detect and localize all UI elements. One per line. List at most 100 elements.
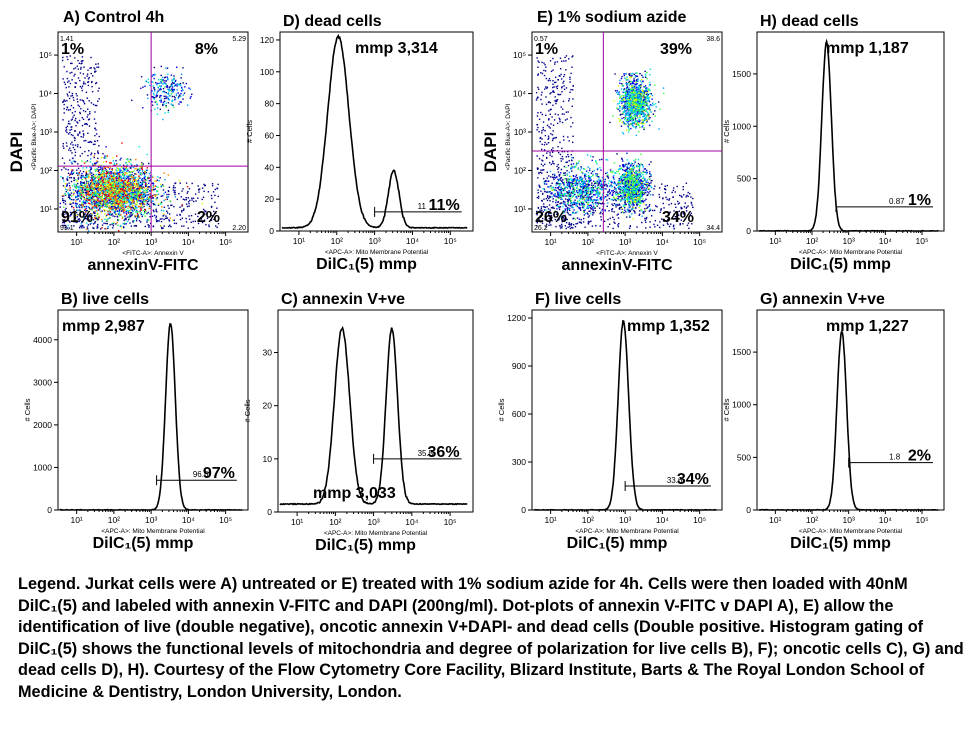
event-dot [173, 222, 176, 225]
event-dot [142, 209, 144, 212]
event-dot [151, 101, 153, 103]
event-dot [131, 213, 134, 215]
event-dot [83, 101, 85, 103]
event-dot [76, 121, 78, 123]
event-dot [561, 188, 564, 190]
event-dot [124, 205, 127, 208]
event-dot [103, 200, 105, 203]
event-dot [100, 173, 103, 176]
event-dot [128, 194, 130, 197]
event-dot [570, 192, 573, 194]
event-dot [81, 160, 83, 162]
event-dot [63, 224, 65, 227]
event-dot [75, 196, 77, 199]
event-dot [146, 186, 149, 189]
event-dot [112, 157, 114, 159]
event-dot [81, 221, 84, 223]
event-dot [121, 171, 124, 173]
event-dot [140, 208, 142, 210]
event-dot [560, 188, 562, 190]
event-dot [91, 198, 94, 201]
event-dot [105, 228, 107, 230]
event-dot [672, 187, 675, 189]
event-dot [103, 201, 106, 203]
event-dot [101, 192, 104, 195]
event-dot [625, 203, 628, 206]
event-dot [127, 195, 129, 197]
event-dot [110, 162, 112, 164]
event-dot [163, 214, 165, 216]
event-dot [571, 56, 573, 58]
event-dot [537, 207, 540, 209]
event-dot [650, 180, 652, 182]
event-dot [110, 187, 112, 189]
event-dot [101, 211, 103, 213]
event-dot [141, 162, 143, 164]
event-dot [126, 180, 128, 182]
event-dot [556, 165, 558, 168]
event-dot [130, 206, 132, 208]
event-dot [132, 188, 134, 190]
event-dot [623, 117, 625, 119]
event-dot [97, 151, 99, 154]
event-dot [103, 166, 105, 168]
event-dot [203, 183, 205, 186]
event-dot [111, 194, 113, 197]
event-dot [588, 184, 590, 186]
event-dot [650, 182, 652, 184]
event-dot [94, 214, 96, 217]
event-dot [100, 179, 103, 182]
event-dot [138, 175, 140, 177]
event-dot [86, 182, 89, 184]
event-dot [101, 167, 103, 169]
event-dot [162, 101, 165, 104]
event-dot [105, 166, 107, 168]
event-dot [624, 100, 627, 103]
event-dot [568, 140, 570, 142]
event-dot [117, 173, 119, 175]
event-dot [178, 192, 180, 195]
event-dot [125, 162, 128, 164]
event-dot [120, 179, 123, 181]
event-dot [109, 178, 112, 181]
event-dot [117, 185, 119, 187]
event-dot [632, 190, 635, 192]
event-dot [626, 184, 628, 186]
event-dot [115, 179, 118, 181]
event-dot [88, 206, 90, 209]
event-dot [618, 188, 620, 190]
event-dot [160, 224, 162, 227]
event-dot [152, 182, 155, 185]
event-dot [570, 89, 572, 91]
event-dot [84, 110, 87, 113]
event-dot [112, 225, 115, 227]
event-dot [188, 205, 190, 207]
event-dot [129, 190, 131, 193]
event-dot [570, 226, 573, 229]
event-dot [152, 81, 154, 83]
event-dot [126, 181, 129, 183]
event-dot [563, 73, 566, 76]
event-dot [76, 65, 78, 67]
event-dot [96, 169, 98, 172]
event-dot [550, 92, 552, 94]
event-dot [652, 194, 654, 196]
event-dot [95, 70, 97, 72]
event-dot [564, 174, 566, 176]
event-dot [99, 192, 102, 194]
event-dot [152, 200, 154, 202]
event-dot [167, 196, 169, 198]
event-dot [94, 68, 96, 70]
event-dot [636, 203, 638, 206]
event-dot [571, 182, 573, 185]
event-dot [142, 186, 145, 188]
event-dot [614, 188, 616, 190]
event-dot [167, 96, 169, 98]
event-dot [117, 196, 119, 198]
event-dot [85, 187, 87, 189]
event-dot [562, 135, 565, 138]
event-dot [84, 201, 86, 204]
event-dot [155, 220, 158, 223]
event-dot [544, 190, 546, 193]
event-dot [562, 219, 564, 222]
